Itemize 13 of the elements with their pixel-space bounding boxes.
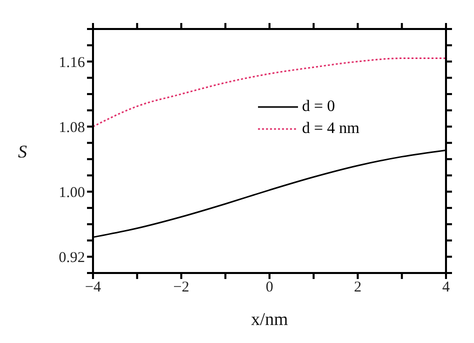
x-tick-label: 2 — [354, 280, 362, 296]
y-tick-label: 1.08 — [58, 120, 85, 136]
legend-label: d = 0 — [302, 98, 336, 116]
y-tick-label: 0.92 — [58, 250, 85, 266]
x-axis-title: x/nm — [250, 309, 288, 329]
y-tick-label: 1.00 — [58, 184, 85, 201]
x-tick-label: 0 — [266, 280, 274, 296]
y-axis-title: S — [18, 141, 27, 162]
y-tick-label: 1.16 — [58, 54, 86, 71]
x-tick-label: −2 — [173, 280, 190, 296]
legend-label: d = 4 nm — [302, 120, 360, 138]
x-tick-label: 4 — [442, 280, 450, 296]
x-tick-label: −4 — [85, 280, 102, 296]
